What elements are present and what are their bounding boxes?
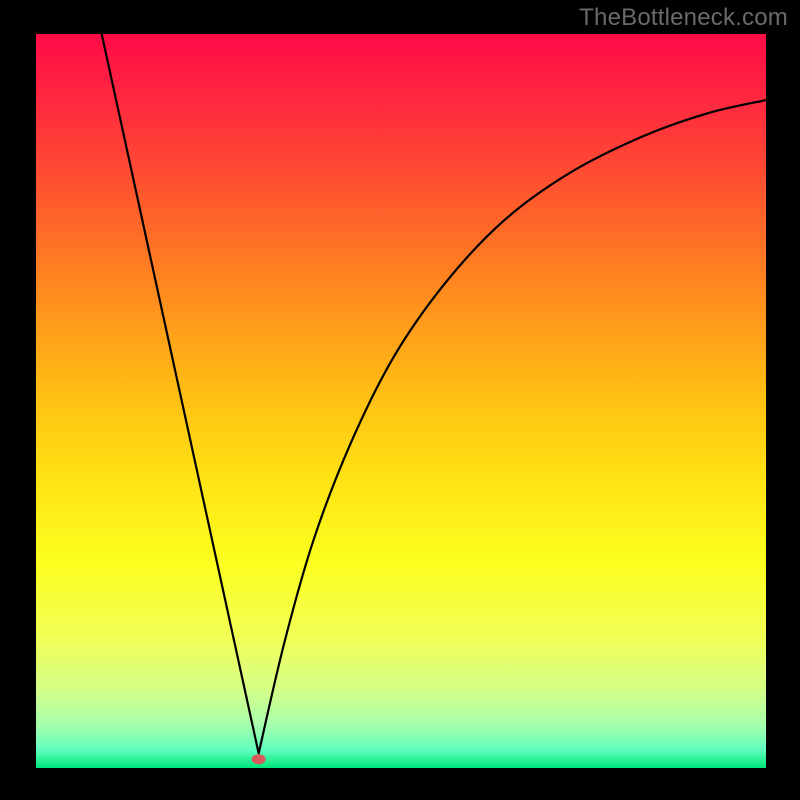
chart-background [36,34,766,768]
plot-area [36,34,766,768]
chart-frame: TheBottleneck.com [0,0,800,800]
chart-svg [36,34,766,768]
optimum-marker [252,754,266,764]
watermark-text: TheBottleneck.com [579,4,788,32]
